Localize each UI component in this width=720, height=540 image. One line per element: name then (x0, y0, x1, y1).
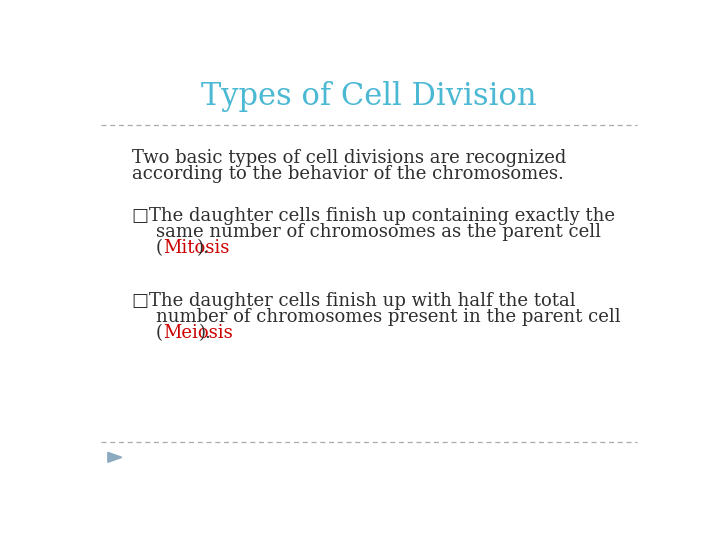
Text: (: ( (156, 325, 163, 342)
Text: Two basic types of cell divisions are recognized: Two basic types of cell divisions are re… (132, 150, 566, 167)
Text: ).: ). (199, 325, 212, 342)
Text: Mitosis: Mitosis (163, 239, 230, 257)
Text: number of chromosomes present in the parent cell: number of chromosomes present in the par… (156, 308, 621, 326)
Text: Meiosis: Meiosis (163, 325, 233, 342)
Polygon shape (108, 453, 122, 462)
Text: □The daughter cells finish up with half the total: □The daughter cells finish up with half … (132, 292, 575, 310)
Text: ).: ). (197, 239, 210, 257)
Text: same number of chromosomes as the parent cell: same number of chromosomes as the parent… (156, 223, 601, 241)
Text: (: ( (156, 239, 163, 257)
Text: Types of Cell Division: Types of Cell Division (201, 82, 537, 112)
Text: according to the behavior of the chromosomes.: according to the behavior of the chromos… (132, 165, 564, 183)
Text: □The daughter cells finish up containing exactly the: □The daughter cells finish up containing… (132, 207, 615, 225)
